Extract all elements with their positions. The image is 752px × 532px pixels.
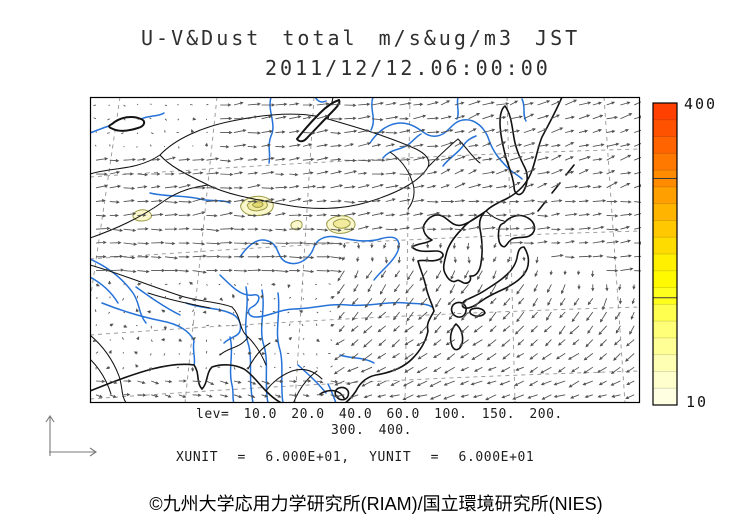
wind-vectors [92,99,641,401]
plot-datetime: 2011/12/12.06:00:00 [265,56,551,80]
coastlines [90,97,575,403]
copyright-text: ©九州大学応用力学研究所(RIAM)/国立環境研究所(NIES) [149,494,603,514]
map-canvas [90,97,640,403]
graticule-grid [90,97,640,403]
colorbar-max-label: 400 [684,95,718,113]
colorbar-min-label: 10 [686,393,709,411]
vector-scale-axes-icon [45,415,97,457]
country-borders [90,97,505,403]
contour-levels-label-overflow: 300. 400. [331,423,412,438]
vector-units-label: XUNIT = 6.000E+01, YUNIT = 6.000E+01 [176,450,535,465]
contour-levels-label: lev= 10.0 20.0 40.0 60.0 100. 150. 200. [196,407,563,422]
colorbar [652,102,678,406]
map-frame [89,96,641,404]
plot-title: U-V&Dust total m/s&ug/m3 JST [141,26,581,50]
